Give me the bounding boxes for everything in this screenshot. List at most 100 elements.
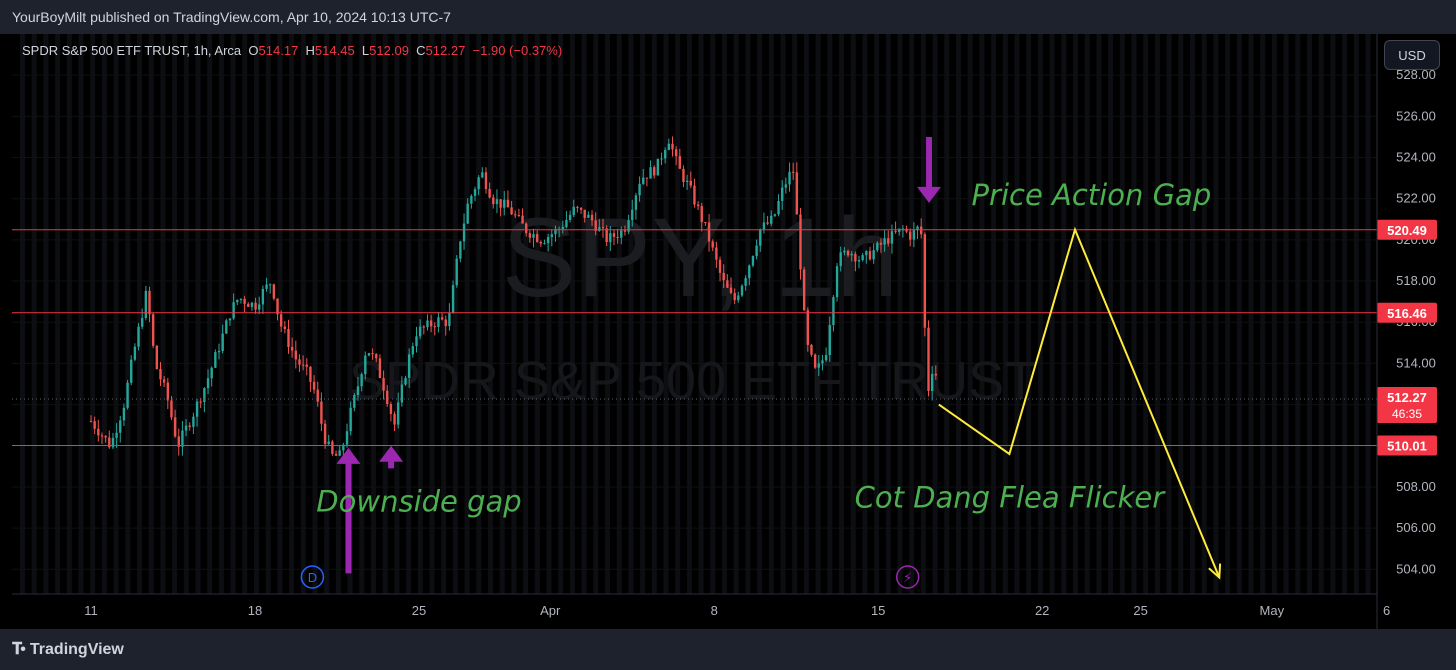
candle-body (484, 172, 488, 189)
session-stripe (1236, 34, 1242, 594)
candle (663, 147, 667, 164)
candle (587, 211, 590, 219)
candle (320, 392, 323, 432)
arrow-head (336, 447, 361, 464)
session-stripe (733, 34, 739, 594)
candle (872, 243, 875, 264)
candle (243, 295, 246, 313)
chart-annotation: Cot Dang Flea Flicker (855, 481, 1167, 515)
candle-body (393, 413, 396, 425)
candle-body (832, 297, 835, 326)
session-stripe (371, 34, 376, 594)
session-stripe (1049, 34, 1055, 594)
candle-body (528, 233, 532, 238)
session-stripe (90, 34, 96, 594)
candle-body (773, 214, 777, 216)
session-stripe (78, 34, 84, 594)
candle (770, 210, 773, 227)
session-stripe (289, 34, 295, 594)
session-stripe (1084, 34, 1090, 594)
candle (521, 208, 524, 224)
candle (407, 348, 411, 388)
candle (488, 182, 491, 199)
session-stripe (195, 34, 201, 594)
candle-body (791, 171, 795, 173)
candle (912, 222, 916, 248)
candle (192, 412, 195, 434)
candle-body (846, 250, 850, 256)
candle (535, 230, 539, 243)
candle-body (879, 242, 883, 245)
candle-body (898, 228, 901, 232)
session-stripe (1061, 34, 1067, 594)
candle (170, 395, 173, 421)
chart-annotation: Price Action Gap (972, 178, 1212, 212)
candle-body (177, 436, 180, 447)
purple-arrow-icon (917, 136, 942, 203)
candle-body (444, 319, 447, 327)
candle-body (770, 215, 773, 224)
candle-body (203, 388, 206, 403)
session-stripe (1271, 34, 1277, 594)
candle (173, 409, 177, 438)
session-stripe (897, 34, 903, 594)
session-stripe (452, 34, 458, 594)
candle-body (108, 437, 111, 448)
candle (499, 199, 502, 217)
candle (653, 165, 656, 179)
candle-body (784, 184, 788, 188)
candle-body (755, 245, 758, 257)
candle (93, 416, 96, 435)
candle-body (568, 214, 572, 220)
session-stripe (780, 34, 786, 594)
candle (397, 392, 400, 429)
candle-body (254, 302, 257, 310)
candle (565, 211, 568, 229)
candle-body (221, 333, 224, 351)
candle (130, 355, 133, 386)
publisher-line: YourBoyMilt published on TradingView.com… (12, 9, 451, 25)
candle (100, 432, 104, 444)
candle (258, 296, 261, 315)
candle-body (364, 355, 367, 375)
session-stripe (429, 34, 435, 594)
candle-body (437, 317, 440, 327)
session-stripe (347, 34, 353, 594)
candle-body (777, 200, 780, 215)
candle-body (451, 285, 455, 313)
currency-button[interactable]: USD (1384, 40, 1440, 70)
session-stripe (523, 34, 529, 594)
candle-body (331, 441, 334, 454)
candle (737, 291, 740, 303)
candle (784, 177, 788, 194)
candle (799, 207, 802, 280)
session-stripe (43, 34, 49, 594)
candle (473, 186, 477, 202)
session-stripe (920, 34, 926, 594)
candle-body (759, 229, 762, 246)
session-stripe (359, 34, 365, 594)
candle (532, 228, 535, 248)
candle (203, 387, 206, 413)
session-stripe (803, 34, 809, 594)
candle-body (711, 241, 714, 248)
candle-body (909, 231, 912, 240)
candle (276, 298, 279, 321)
candle-body (141, 318, 144, 327)
candle-body (261, 288, 265, 305)
candle (594, 212, 597, 236)
candle-body (459, 241, 462, 259)
price-chart[interactable]: 504.00506.00508.00510.00512.00514.00516.… (0, 34, 1456, 629)
candle (678, 148, 682, 169)
candle (323, 419, 327, 449)
candle-body (173, 417, 177, 437)
session-stripe (839, 34, 844, 594)
session-stripe (569, 34, 575, 594)
candle (181, 421, 184, 456)
session-stripe (1014, 34, 1020, 594)
candle-body (685, 180, 689, 182)
candle-body (605, 228, 608, 243)
candle-body (130, 359, 133, 383)
candle-body (232, 302, 235, 319)
candle-body (828, 325, 831, 356)
